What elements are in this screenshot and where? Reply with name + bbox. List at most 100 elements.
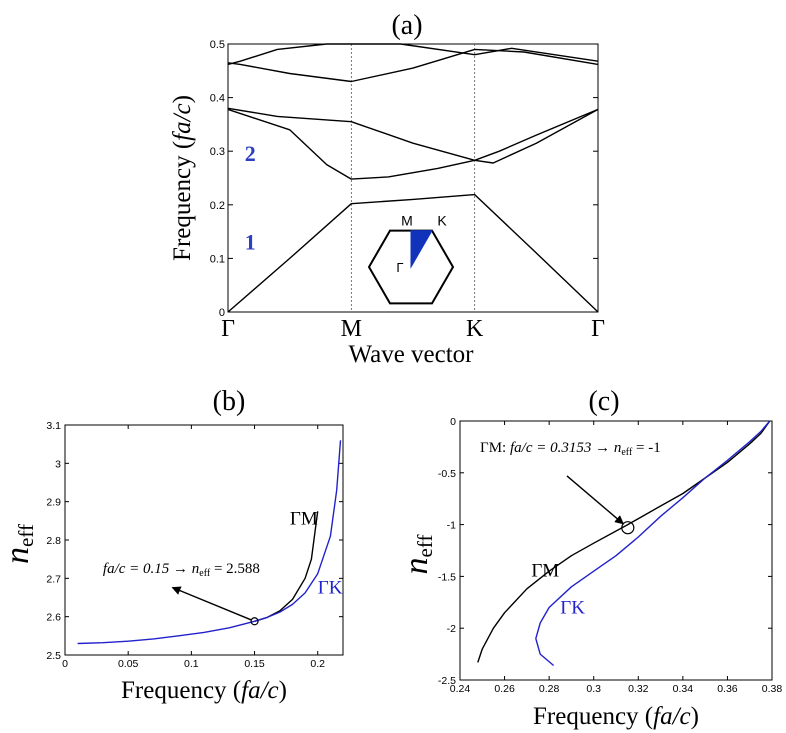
x-axis-label-part: ) <box>691 703 699 730</box>
band-line <box>227 193 599 313</box>
annotation-part: n <box>614 440 622 456</box>
y-axis-label-n: n <box>0 547 36 564</box>
y-tick-label-c: 0 <box>450 416 456 428</box>
plot-frame-b <box>64 424 344 656</box>
x-axis-label-part: fa/c <box>653 703 691 730</box>
y-tick-label-a: 0 <box>219 307 225 319</box>
y-tick-label-c: -1.5 <box>438 571 456 583</box>
y-tick-label-b: 2.6 <box>46 612 61 624</box>
x-tick-label-b: 0 <box>62 658 68 670</box>
panel-c: (c) 0.24 0.26 0.28 0.3 0.32 0.34 0.36 0.38 -2.5 -2… <box>398 386 782 730</box>
inset-label-K: K <box>437 213 447 229</box>
annotation-part: fa/c = 0.3153 <box>510 440 595 456</box>
y-tick-label-a: 0.5 <box>210 39 225 51</box>
x-axis-label-part: ) <box>279 677 287 704</box>
y-tick-label-b: 2.8 <box>46 535 61 547</box>
annotation-part: = 2.588 <box>210 561 260 577</box>
y-axis-label-c: neff <box>398 535 437 575</box>
x-axis-label-part: Frequency ( <box>533 703 653 730</box>
band-line <box>227 43 599 66</box>
x-tick-label-c: 0.34 <box>673 683 694 695</box>
annotation-part: = -1 <box>632 440 660 456</box>
x-tick-label-a: M <box>341 316 362 342</box>
band-line <box>227 108 599 180</box>
panel-label-c: (c) <box>588 386 619 417</box>
annotation-part: → <box>173 561 188 577</box>
x-tick-label-a: Γ <box>221 316 235 342</box>
series-label: ΓK <box>560 598 585 619</box>
annotation-part: eff <box>199 568 211 579</box>
y-tick-label-b: 3.1 <box>46 420 61 432</box>
y-axis-label-part: fa/c <box>169 103 196 141</box>
annotation-part: → <box>595 440 610 456</box>
y-tick-label-c: -2.5 <box>438 675 456 687</box>
y-axis-label-part: ) <box>169 95 196 103</box>
x-tick-label-c: 0.24 <box>450 683 471 695</box>
y-axis-label-b: neff <box>0 524 38 564</box>
band-label: 1 <box>245 229 256 254</box>
annotation-arrow <box>566 475 624 525</box>
marker-circle <box>250 617 259 626</box>
inset-label-M: M <box>401 213 413 229</box>
y-tick-label-b: 2.9 <box>46 497 61 509</box>
x-tick-label-c: 0.3 <box>586 683 601 695</box>
x-tick-label-c: 0.36 <box>717 683 738 695</box>
annotation-arrow <box>171 586 252 621</box>
annotation-part: eff <box>621 447 633 458</box>
y-axis-label-part: Frequency ( <box>169 141 196 261</box>
x-axis-label-c: Frequency (fa/c) <box>533 703 699 730</box>
annotation-text: fa/c = 0.15 → neff = 2.588 <box>103 561 260 579</box>
y-tick-label-c: -1 <box>447 520 456 532</box>
series-label: ΓM <box>290 509 318 530</box>
curve-gamma-m <box>477 420 771 663</box>
annotation-part: n <box>192 561 200 577</box>
annotation-part: ΓM: <box>480 440 510 456</box>
x-tick-label-a: Γ <box>591 316 605 342</box>
y-axis-label-a: Frequency (fa/c) <box>169 95 196 261</box>
band-label: 2 <box>245 141 256 166</box>
panel-label-a: (a) <box>391 10 422 41</box>
y-tick-label-c: -2 <box>447 623 456 635</box>
y-tick-label-a: 0.1 <box>210 253 225 265</box>
inset-label-Gamma: Γ <box>396 260 403 275</box>
panel-a: (a) 0 0.1 0.2 0.3 0.4 0.5 Γ M K Γ Wave vector Freque… <box>169 10 605 368</box>
annotation-part: fa/c = 0.15 <box>103 561 173 577</box>
x-tick-label-c: 0.32 <box>628 683 649 695</box>
x-tick-label-b: 0.1 <box>184 658 199 670</box>
series-label: ΓK <box>318 578 343 599</box>
x-axis-label-b: Frequency (fa/c) <box>121 677 287 704</box>
panel-b: (b) 0 0.05 0.1 0.15 0.2 2.5 2.6 2.7 2.8 2.9 3 3.1 Fre… <box>0 386 344 704</box>
x-axis-label-part: Frequency ( <box>121 677 241 704</box>
irreducible-zone-wedge <box>410 230 433 269</box>
annotation-text: ΓM: fa/c = 0.3153 → neff = -1 <box>480 440 661 458</box>
x-tick-label-a: K <box>466 316 484 342</box>
curve-gamma-k <box>77 440 342 645</box>
y-axis-label-sub: eff <box>413 535 437 558</box>
plot-frame-c <box>459 420 773 681</box>
y-tick-label-a: 0.4 <box>210 93 225 105</box>
x-axis-label-a: Wave vector <box>349 341 475 368</box>
curve-gamma-k <box>535 420 771 667</box>
band-line <box>227 48 599 83</box>
y-tick-label-a: 0.3 <box>210 146 225 158</box>
y-axis-label-sub: eff <box>14 524 38 547</box>
y-tick-label-b: 2.5 <box>46 650 61 662</box>
panel-label-b: (b) <box>213 386 246 417</box>
x-tick-label-c: 0.26 <box>494 683 515 695</box>
y-tick-label-b: 2.7 <box>46 573 61 585</box>
series-label: ΓM <box>531 560 559 581</box>
y-tick-label-c: -0.5 <box>438 468 456 480</box>
x-tick-label-b: 0.05 <box>118 658 139 670</box>
plot-frame-a <box>227 43 599 313</box>
x-tick-label-c: 0.28 <box>539 683 560 695</box>
marker-circle <box>621 521 635 535</box>
band-line <box>227 107 599 164</box>
x-tick-label-b: 0.15 <box>244 658 265 670</box>
x-axis-label-part: fa/c <box>241 677 279 704</box>
x-tick-label-b: 0.2 <box>310 658 325 670</box>
y-tick-label-b: 3 <box>55 458 61 470</box>
y-axis-label-n: n <box>398 557 435 574</box>
y-tick-label-a: 0.2 <box>210 200 225 212</box>
x-tick-label-c: 0.38 <box>762 683 783 695</box>
